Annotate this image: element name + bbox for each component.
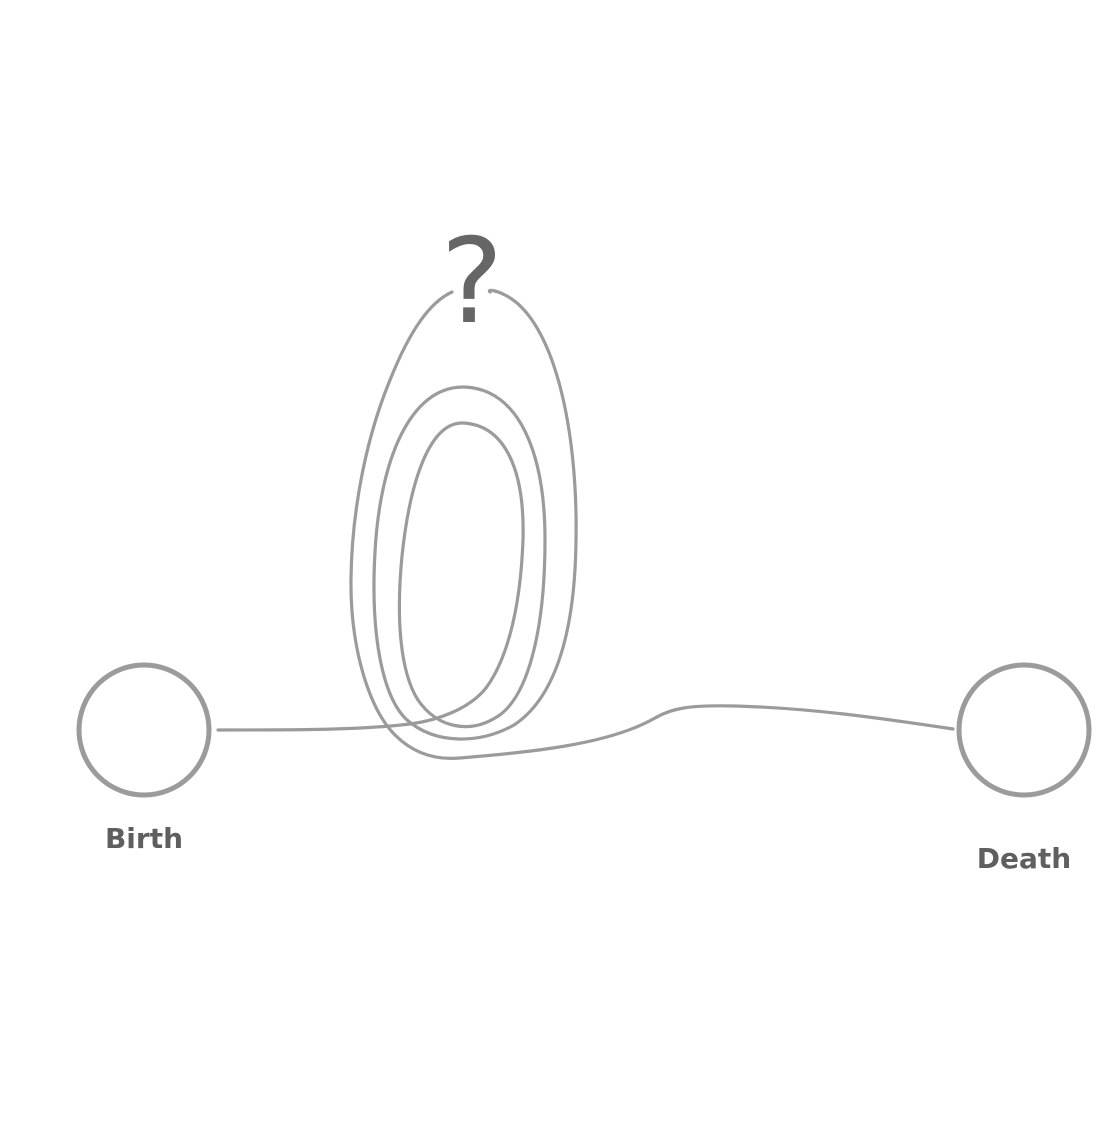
death-node: [956, 662, 1092, 798]
birth-node: [76, 662, 212, 798]
death-label: Death: [977, 842, 1071, 875]
birth-label: Birth: [105, 822, 183, 855]
life-path-line: [216, 288, 955, 760]
question-mark: ?: [441, 212, 504, 350]
